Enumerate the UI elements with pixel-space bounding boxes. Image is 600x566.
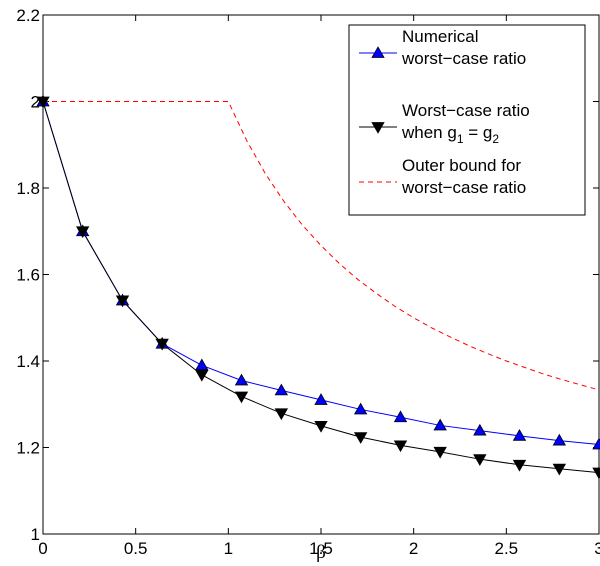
legend-swatch-marker (371, 46, 385, 58)
legend-box (348, 24, 586, 216)
triangle-up-marker (512, 429, 527, 441)
x-tick-label: 3 (594, 539, 600, 558)
legend-label: Worst−case ratio (402, 101, 530, 120)
triangle-up-marker (393, 410, 408, 423)
triangle-up-marker (592, 437, 600, 450)
triangle-down-marker (195, 369, 209, 382)
triangle-up-marker (353, 402, 368, 415)
triangle-down-marker (433, 446, 447, 459)
triangle-down-marker (314, 420, 328, 433)
legend-label: worst−case ratio (401, 49, 526, 68)
x-tick-label: 0 (38, 539, 47, 558)
legend-label-part: 1 (457, 132, 464, 146)
y-tick-label: 1.8 (16, 179, 40, 198)
legend: Numerical worst−case ratio Worst−case rati… (348, 24, 586, 216)
triangle-down-marker (274, 408, 289, 421)
y-tick-label: 2 (31, 93, 40, 112)
triangle-up-marker (274, 383, 289, 396)
legend-label: Numerical (402, 27, 479, 46)
triangle-down-marker (592, 467, 600, 480)
triangle-up-marker (314, 393, 328, 405)
x-tick-label: 2 (409, 539, 418, 558)
triangle-down-marker (393, 440, 408, 453)
x-axis-label: β (316, 542, 326, 563)
legend-label-part: when g (401, 123, 457, 142)
series-2 (43, 101, 600, 391)
y-tick-label: 2.2 (16, 6, 40, 25)
triangle-down-marker (115, 295, 130, 308)
axis-ticks: 0 0.5 1 1.5 2 2.5 3 1 1.2 1.4 1.6 1.8 2 2.2 (16, 6, 600, 558)
triangle-up-marker (195, 358, 209, 371)
y-tick-label: 1.4 (16, 352, 40, 371)
x-tick-label: 0.5 (124, 539, 148, 558)
legend-label-part: = g (464, 123, 493, 142)
triangle-up-marker (552, 433, 567, 446)
triangle-down-marker (36, 96, 50, 109)
triangle-down-marker (155, 338, 169, 351)
legend-label: worst−case ratio (401, 178, 526, 197)
legend-label-part: 2 (492, 132, 499, 146)
series-markers-1 (36, 96, 600, 480)
triangle-up-marker (433, 418, 447, 431)
triangle-down-marker (473, 454, 487, 466)
y-tick-label: 1 (31, 525, 40, 544)
legend-label: Outer bound for (402, 156, 521, 175)
triangle-down-marker (552, 463, 567, 476)
series-layer (36, 94, 600, 480)
triangle-down-marker (75, 226, 90, 239)
y-tick-label: 1.6 (16, 266, 40, 285)
x-tick-label: 2.5 (495, 539, 519, 558)
legend-label: when g1 = g2 (401, 123, 499, 146)
x-tick-label: 1.5 (309, 539, 333, 558)
triangle-up-marker (473, 423, 487, 436)
triangle-up-marker (234, 373, 249, 386)
triangle-down-marker (353, 432, 368, 444)
triangle-down-marker (512, 459, 527, 472)
legend-swatch-marker (371, 122, 385, 134)
y-tick-label: 1.2 (16, 439, 40, 458)
series-line (43, 101, 600, 391)
x-tick-label: 1 (224, 539, 233, 558)
triangle-down-marker (234, 391, 249, 404)
